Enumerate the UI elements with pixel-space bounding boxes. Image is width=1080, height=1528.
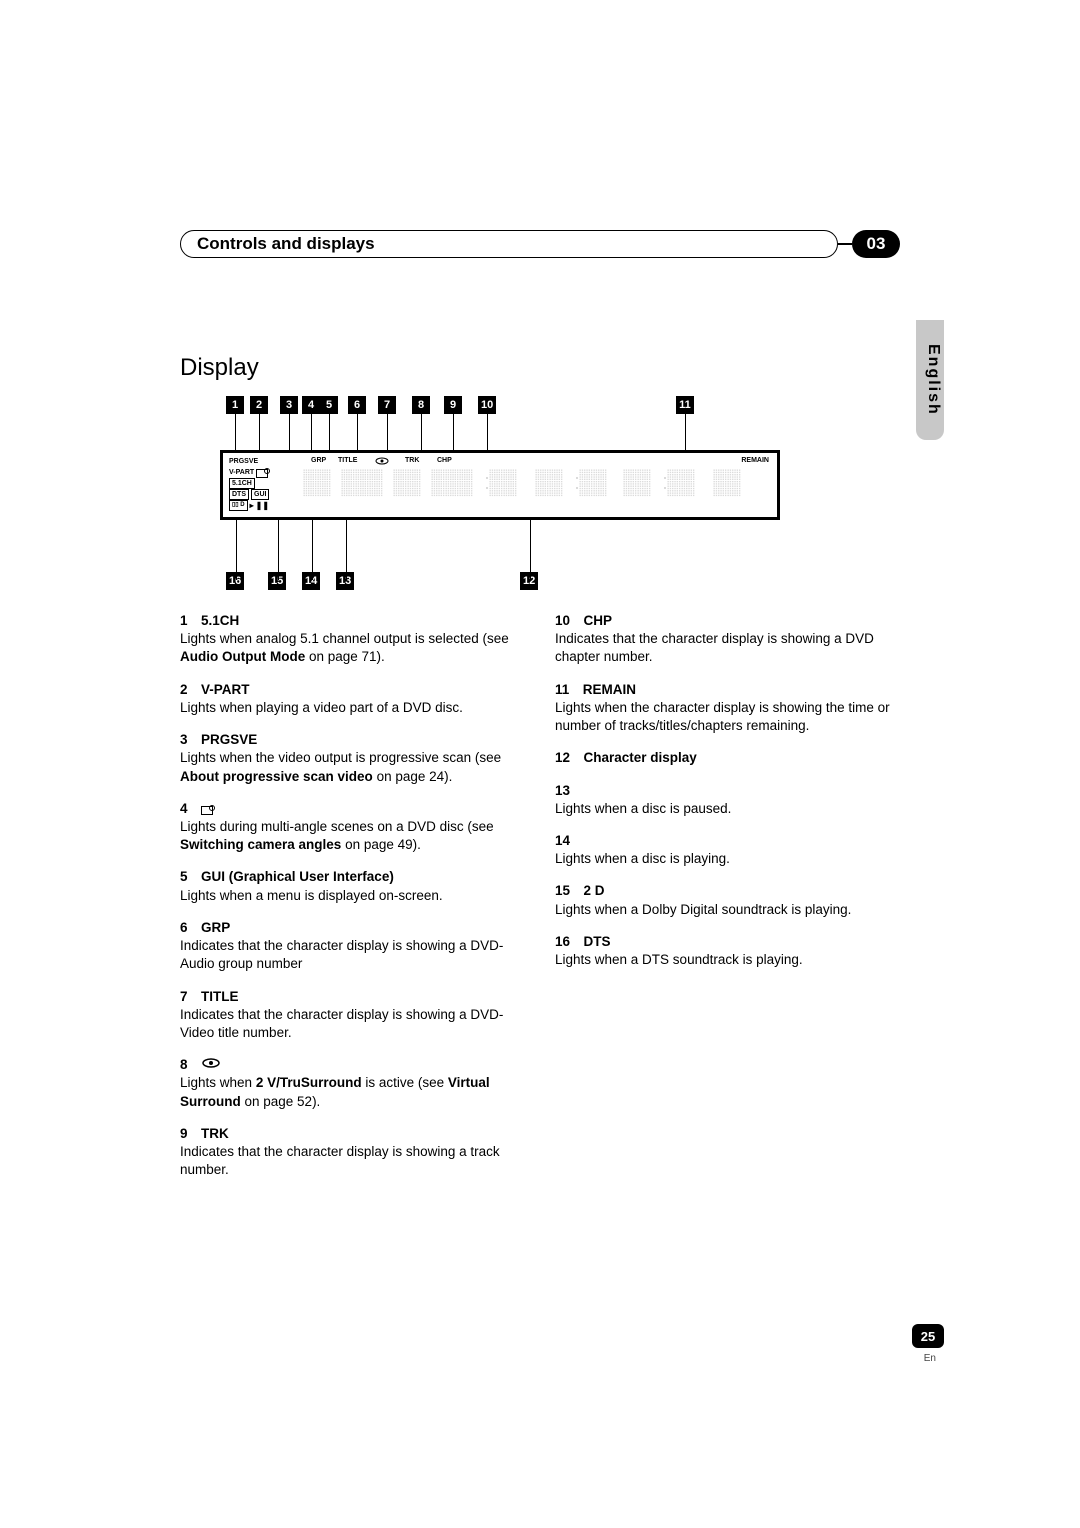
callout-3: 3: [280, 396, 298, 414]
callout-11: 11: [676, 396, 694, 414]
chapter-header: Controls and displays 03: [180, 230, 900, 258]
display-diagram: 123456789 10 11 PRGSVE V-PART 5.1CH DTS GU…: [220, 396, 780, 596]
description-item-10: 10 CHPIndicates that the character displ…: [555, 612, 900, 667]
callout-1: 1: [226, 396, 244, 414]
item-head: 14: [555, 832, 900, 850]
digit-group: [303, 469, 331, 502]
right-column: 10 CHPIndicates that the character displ…: [555, 612, 900, 1193]
description-item-2: 2 V-PARTLights when playing a video part…: [180, 681, 525, 717]
item-head: 7 TITLE: [180, 988, 525, 1006]
digit-group: [663, 469, 695, 502]
description-item-6: 6 GRPIndicates that the character displa…: [180, 919, 525, 974]
digit-group: [341, 469, 383, 502]
description-item-9: 9 TRKIndicates that the character displa…: [180, 1125, 525, 1180]
callout-7: 7: [378, 396, 396, 414]
digit-group: [713, 469, 741, 502]
chapter-title: Controls and displays: [180, 230, 838, 258]
item-head: 8: [180, 1056, 525, 1074]
callout-4: 4: [302, 396, 320, 414]
description-item-3: 3 PRGSVELights when the video output is …: [180, 731, 525, 786]
item-head: 9 TRK: [180, 1125, 525, 1143]
item-body: Lights when playing a video part of a DV…: [180, 699, 525, 717]
camera-icon: [201, 803, 219, 815]
callout-5: 5: [320, 396, 338, 414]
callout-6: 6: [348, 396, 366, 414]
item-body: Lights when a menu is displayed on-scree…: [180, 887, 525, 905]
description-item-4: 4 Lights during multi-angle scenes on a …: [180, 800, 525, 855]
description-item-7: 7 TITLEIndicates that the character disp…: [180, 988, 525, 1043]
description-item-13: 13Lights when a disc is paused.: [555, 782, 900, 818]
item-head: 1 5.1CH: [180, 612, 525, 630]
item-body: Lights when 2 V/TruSurround is active (s…: [180, 1074, 525, 1110]
description-item-5: 5 GUI (Graphical User Interface)Lights w…: [180, 868, 525, 904]
callout-10: 10: [478, 396, 496, 414]
digit-group: [431, 469, 473, 502]
digit-group: [575, 469, 607, 502]
item-head: 4: [180, 800, 525, 818]
item-head: 10 CHP: [555, 612, 900, 630]
surround-icon: [201, 1057, 221, 1072]
item-body: Indicates that the character display is …: [180, 937, 525, 973]
description-item-15: 15 2 DLights when a Dolby Digital soundt…: [555, 882, 900, 918]
item-body: Lights when a Dolby Digital soundtrack i…: [555, 901, 900, 919]
item-body: Lights when the character display is sho…: [555, 699, 900, 735]
item-body: Lights during multi-angle scenes on a DV…: [180, 818, 525, 854]
description-item-16: 16 DTSLights when a DTS soundtrack is pl…: [555, 933, 900, 969]
description-item-12: 12 Character display: [555, 749, 900, 767]
item-body: Lights when a DTS soundtrack is playing.: [555, 951, 900, 969]
left-column: 1 5.1CHLights when analog 5.1 channel ou…: [180, 612, 525, 1193]
indicator-stack: PRGSVE V-PART 5.1CH DTS GUI ▯▯ D ▸: [229, 457, 274, 511]
page-language-code: En: [924, 1353, 936, 1364]
item-body: Lights when the video output is progress…: [180, 749, 525, 785]
display-rectangle: PRGSVE V-PART 5.1CH DTS GUI ▯▯ D ▸: [220, 450, 780, 520]
page-content: Controls and displays 03 Display 1234567…: [180, 230, 900, 1193]
language-tab-text: English: [924, 344, 942, 416]
description-item-14: 14Lights when a disc is playing.: [555, 832, 900, 868]
surround-icon: [375, 457, 389, 467]
description-item-11: 11 REMAINLights when the character displ…: [555, 681, 900, 736]
page-number: 25: [912, 1324, 944, 1348]
item-head: 3 PRGSVE: [180, 731, 525, 749]
item-body: Lights when analog 5.1 channel output is…: [180, 630, 525, 666]
item-head: 12 Character display: [555, 749, 900, 767]
item-columns: 1 5.1CHLights when analog 5.1 channel ou…: [180, 612, 900, 1193]
item-head: 15 2 D: [555, 882, 900, 900]
chapter-number: 03: [852, 230, 900, 258]
description-item-1: 1 5.1CHLights when analog 5.1 channel ou…: [180, 612, 525, 667]
item-head: 6 GRP: [180, 919, 525, 937]
item-head: 2 V-PART: [180, 681, 525, 699]
item-body: Indicates that the character display is …: [180, 1006, 525, 1042]
description-item-8: 8 Lights when 2 V/TruSurround is active …: [180, 1056, 525, 1111]
item-head: 16 DTS: [555, 933, 900, 951]
callout-8: 8: [412, 396, 430, 414]
camera-icon: [256, 466, 274, 478]
digit-group: [393, 469, 421, 502]
item-body: Indicates that the character display is …: [555, 630, 900, 666]
callout-2: 2: [250, 396, 268, 414]
digit-group: [485, 469, 517, 502]
callout-9: 9: [444, 396, 462, 414]
item-head: 13: [555, 782, 900, 800]
item-body: Lights when a disc is playing.: [555, 850, 900, 868]
item-body: Indicates that the character display is …: [180, 1143, 525, 1179]
digit-group: [623, 469, 651, 502]
item-body: Lights when a disc is paused.: [555, 800, 900, 818]
digit-group: [535, 469, 563, 502]
item-head: 11 REMAIN: [555, 681, 900, 699]
section-heading: Display: [180, 354, 900, 382]
item-head: 5 GUI (Graphical User Interface): [180, 868, 525, 886]
